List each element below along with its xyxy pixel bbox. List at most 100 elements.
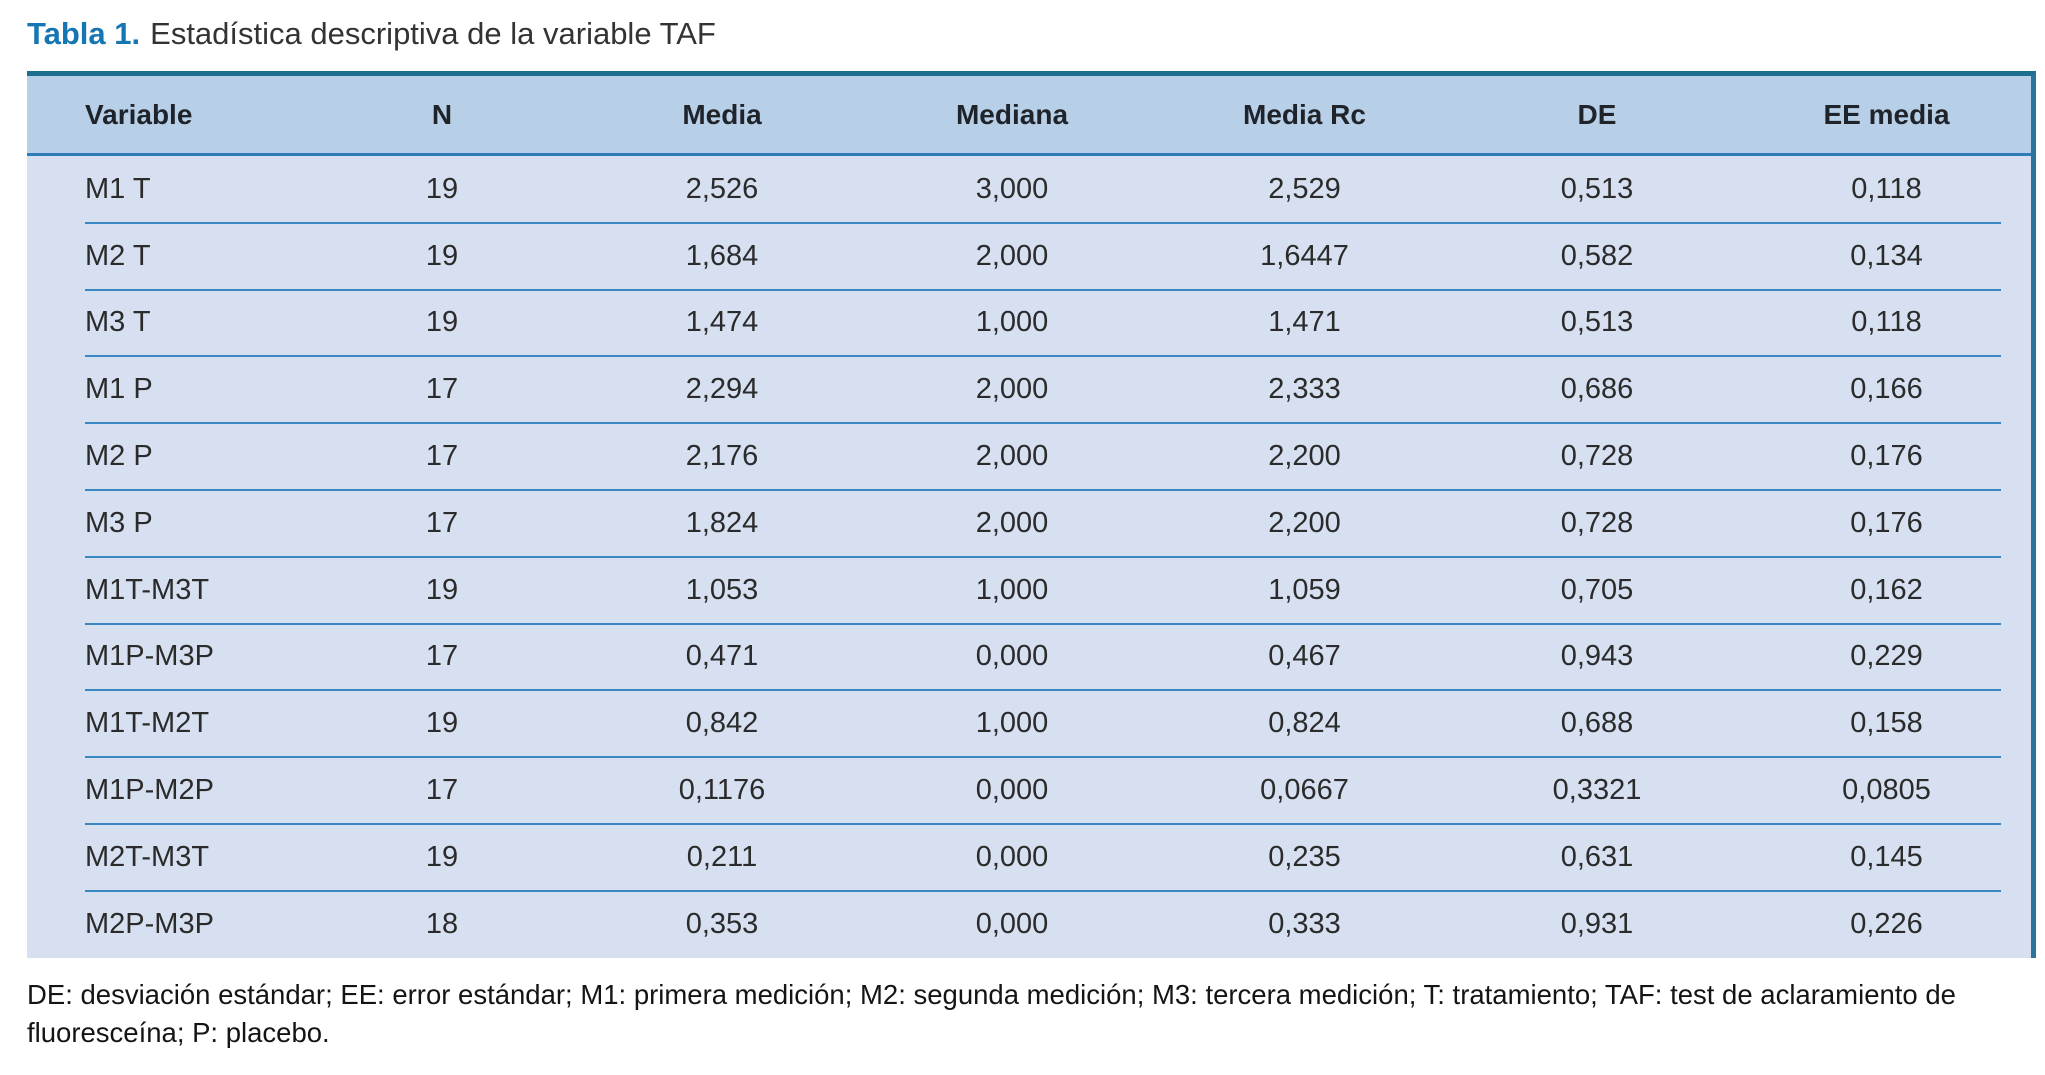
row-variable-label: M2 P bbox=[85, 440, 153, 473]
table-row: M2P-M3P 18 0,353 0,000 0,333 0,931 0,226 bbox=[27, 889, 2031, 958]
row-value: 17 bbox=[425, 440, 459, 473]
row-value: 2,529 bbox=[1268, 172, 1341, 205]
row-value: 1,824 bbox=[685, 506, 759, 539]
row-value: 0,118 bbox=[1851, 306, 1922, 339]
row-value: 19 bbox=[425, 840, 459, 873]
row-variable-label: M1T-M2T bbox=[85, 707, 210, 740]
row-value: 17 bbox=[425, 640, 459, 673]
row-value: 0,229 bbox=[1850, 640, 1923, 673]
row-value: 2,200 bbox=[1268, 506, 1341, 539]
row-value: 0,353 bbox=[685, 907, 759, 940]
table-row: M2 T 19 1,684 2,000 1,6447 0,582 0,134 bbox=[27, 221, 2031, 290]
row-value: 0,0805 bbox=[1842, 774, 1931, 807]
table-caption-text: Estadística descriptiva de la variable T… bbox=[150, 16, 716, 51]
row-value: 0,943 bbox=[1560, 640, 1634, 673]
table-row: M3 P 17 1,824 2,000 2,200 0,728 0,176 bbox=[27, 488, 2031, 557]
row-value: 1,471 bbox=[1268, 306, 1341, 339]
row-value: 0,705 bbox=[1560, 573, 1634, 606]
row-variable-label: M1P-M3P bbox=[85, 640, 214, 673]
row-value: 0,1176 bbox=[678, 774, 766, 807]
row-value: 0,176 bbox=[1850, 440, 1923, 473]
row-value: 0,000 bbox=[975, 907, 1049, 940]
row-value: 2,176 bbox=[685, 440, 759, 473]
page: Tabla 1. Estadística descriptiva de la va… bbox=[27, 14, 2045, 1048]
column-header-ee-media: EE media bbox=[1823, 98, 1950, 130]
column-header-de: DE bbox=[1577, 98, 1617, 130]
row-value: 0,471 bbox=[685, 640, 759, 673]
column-header-media-rc: Media Rc bbox=[1243, 98, 1366, 130]
table-body: M1 T 19 2,526 3,000 2,529 0,513 0,118 M2 T 19 1,6… bbox=[27, 156, 2031, 958]
row-value: 0,467 bbox=[1268, 640, 1341, 673]
row-variable-label: M3 T bbox=[85, 306, 151, 339]
row-value: 0,582 bbox=[1560, 239, 1634, 272]
row-value: 17 bbox=[425, 506, 459, 539]
row-value: 17 bbox=[425, 373, 459, 406]
row-value: 1,000 bbox=[975, 573, 1049, 606]
table-row: M1 P 17 2,294 2,000 2,333 0,686 0,166 bbox=[27, 355, 2031, 423]
row-value: 1,053 bbox=[685, 573, 759, 606]
row-value: 19 bbox=[425, 573, 459, 606]
column-header-media: Media bbox=[682, 98, 762, 130]
row-value: 0,145 bbox=[1850, 840, 1923, 873]
statistics-table: Variable N Media Mediana Media Rc DE EE media … bbox=[27, 71, 2036, 958]
row-value: 19 bbox=[425, 239, 459, 272]
row-value: 1,059 bbox=[1268, 573, 1341, 606]
table-header-row: Variable N Media Mediana Media Rc DE EE media bbox=[27, 76, 2031, 156]
row-value: 0,000 bbox=[975, 840, 1049, 873]
row-value: 0,134 bbox=[1850, 239, 1923, 272]
row-value: 0,162 bbox=[1850, 573, 1923, 606]
row-value: 0,226 bbox=[1850, 907, 1923, 940]
row-value: 2,000 bbox=[975, 373, 1049, 406]
row-value: 2,294 bbox=[685, 373, 759, 406]
row-variable-label: M2 T bbox=[85, 239, 151, 272]
row-value: 17 bbox=[425, 774, 459, 807]
row-value: 0,688 bbox=[1560, 707, 1634, 740]
row-value: 0,166 bbox=[1850, 373, 1923, 406]
row-value: 0,235 bbox=[1268, 840, 1341, 873]
row-value: 2,200 bbox=[1268, 440, 1341, 473]
row-value: 0,728 bbox=[1560, 440, 1634, 473]
row-variable-label: M1 P bbox=[85, 373, 153, 406]
row-variable-label: M3 P bbox=[85, 506, 153, 539]
table-caption: Tabla 1. Estadística descriptiva de la va… bbox=[27, 14, 2045, 54]
row-value: 0,0667 bbox=[1260, 774, 1349, 807]
row-value: 19 bbox=[425, 172, 459, 205]
row-value: 18 bbox=[425, 907, 459, 940]
table-row: M2 P 17 2,176 2,000 2,200 0,728 0,176 bbox=[27, 422, 2031, 490]
table-row: M1T-M3T 19 1,053 1,000 1,059 0,705 0,162 bbox=[27, 555, 2031, 624]
table-row: M1P-M2P 17 0,1176 0,000 0,0667 0,3321 0,0805 bbox=[27, 756, 2031, 824]
row-value: 2,526 bbox=[685, 172, 759, 205]
row-value: 2,333 bbox=[1268, 373, 1341, 406]
table-number-label: Tabla 1. bbox=[27, 16, 141, 51]
row-value: 0,931 bbox=[1560, 907, 1634, 940]
row-value: 0,842 bbox=[685, 707, 759, 740]
column-header-variable: Variable bbox=[85, 98, 193, 130]
row-value: 0,631 bbox=[1560, 840, 1634, 873]
row-value: 0,118 bbox=[1851, 172, 1922, 205]
row-variable-label: M1T-M3T bbox=[85, 573, 210, 606]
row-variable-label: M2T-M3T bbox=[85, 840, 210, 873]
row-variable-label: M1 T bbox=[85, 172, 151, 205]
row-value: 1,6447 bbox=[1260, 239, 1349, 272]
row-value: 2,000 bbox=[975, 239, 1049, 272]
row-value: 1,684 bbox=[685, 239, 759, 272]
column-header-n: N bbox=[431, 98, 453, 130]
table-footnote: DE: desviación estándar; EE: error están… bbox=[27, 978, 1956, 1048]
row-value: 0,158 bbox=[1850, 707, 1923, 740]
row-variable-label: M1P-M2P bbox=[85, 774, 214, 807]
table-row: M1 T 19 2,526 3,000 2,529 0,513 0,118 bbox=[27, 156, 2031, 223]
row-value: 0,000 bbox=[975, 774, 1049, 807]
row-value: 0,824 bbox=[1268, 707, 1341, 740]
row-value: 19 bbox=[425, 306, 459, 339]
table-row: M1P-M3P 17 0,471 0,000 0,467 0,943 0,229 bbox=[27, 622, 2031, 691]
row-value: 0,3321 bbox=[1552, 774, 1642, 807]
row-variable-label: M2P-M3P bbox=[85, 907, 214, 940]
table-row: M3 T 19 1,474 1,000 1,471 0,513 0,118 bbox=[27, 288, 2031, 357]
row-value: 0,333 bbox=[1268, 907, 1341, 940]
row-value: 0,728 bbox=[1560, 506, 1634, 539]
row-value: 1,000 bbox=[975, 306, 1049, 339]
row-value: 0,513 bbox=[1560, 306, 1634, 339]
row-value: 2,000 bbox=[975, 440, 1049, 473]
row-value: 1,000 bbox=[975, 707, 1049, 740]
column-header-mediana: Mediana bbox=[955, 98, 1069, 130]
